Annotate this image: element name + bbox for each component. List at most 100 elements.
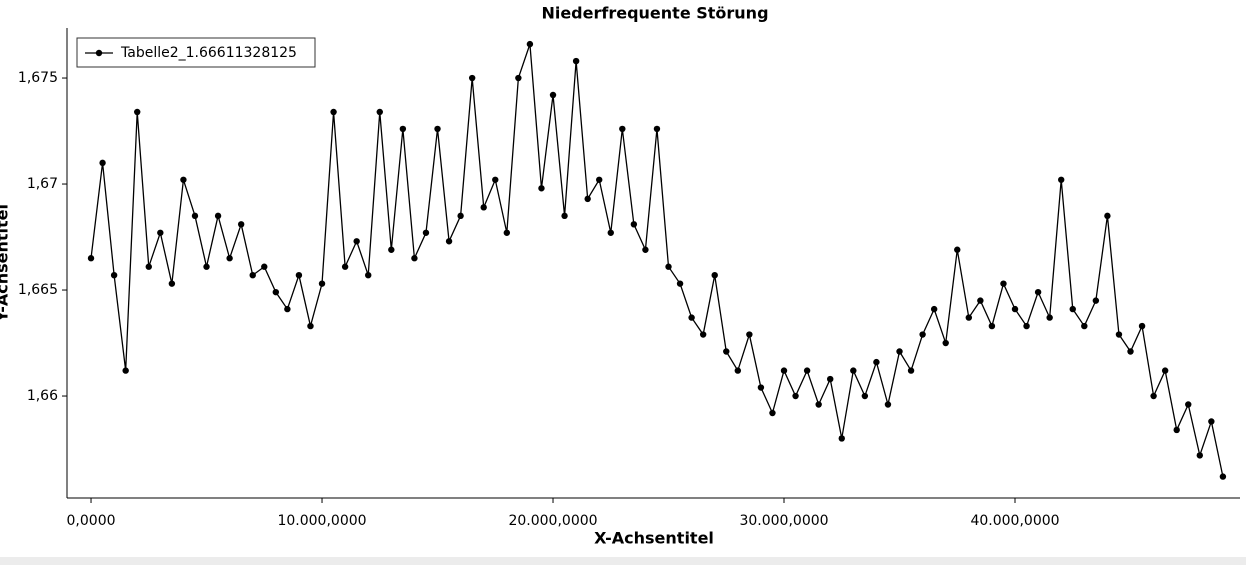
data-point (630, 221, 638, 228)
x-tick-label: 20.000,0000 (508, 513, 597, 529)
data-point (261, 263, 268, 270)
data-point (1161, 367, 1169, 374)
data-point (445, 238, 453, 245)
data-point (699, 331, 707, 338)
data-point (422, 229, 430, 236)
data-point (168, 280, 176, 287)
data-point (1173, 426, 1180, 434)
chart-title: Niederfrequente Störung (541, 4, 768, 23)
data-point (191, 212, 199, 220)
data-point (815, 401, 822, 408)
data-point (134, 108, 141, 116)
data-point (1058, 176, 1065, 183)
data-point (1219, 473, 1227, 480)
data-point (688, 314, 695, 321)
data-point (295, 271, 303, 279)
data-point (1081, 322, 1088, 330)
data-point (838, 435, 845, 442)
data-point (434, 125, 441, 133)
data-point (226, 255, 233, 262)
data-point (930, 305, 938, 313)
y-axis-title: Y-Achsentitel (0, 204, 12, 323)
data-point (145, 263, 152, 270)
data-point (492, 176, 499, 183)
data-point (1069, 305, 1076, 313)
data-point (1046, 314, 1053, 321)
data-point (214, 212, 222, 220)
data-point (330, 108, 337, 116)
data-point (110, 271, 118, 279)
data-point (538, 185, 545, 192)
data-point (388, 246, 395, 253)
legend-label: Tabelle2_1.66611328125 (120, 45, 297, 61)
data-point (607, 229, 614, 236)
data-point (665, 263, 672, 270)
data-point (1138, 322, 1146, 330)
y-tick-label: 1,66 (27, 388, 58, 404)
y-tick-label: 1,67 (27, 176, 58, 192)
data-point (480, 204, 487, 211)
data-point (249, 271, 256, 279)
data-point (1127, 348, 1134, 355)
data-point (988, 322, 996, 330)
data-point (318, 280, 326, 287)
data-point (676, 280, 684, 287)
data-point (1023, 322, 1030, 330)
data-point (1196, 452, 1204, 459)
data-point (365, 271, 372, 279)
data-point (457, 212, 464, 220)
data-point (284, 305, 291, 313)
data-point (411, 255, 418, 262)
data-point (965, 314, 973, 321)
data-point (919, 331, 926, 338)
x-tick-label: 40.000,0000 (970, 513, 1059, 529)
x-tick-label: 0,0000 (67, 513, 116, 529)
data-point (1185, 401, 1192, 408)
data-point (1115, 331, 1123, 338)
data-point (861, 392, 869, 400)
x-axis-title: X-Achsentitel (594, 529, 714, 548)
legend-marker (95, 49, 103, 57)
data-point (757, 384, 765, 391)
data-point (561, 212, 568, 220)
data-point (584, 195, 591, 203)
data-point (653, 125, 661, 133)
x-tick-label: 10.000,0000 (277, 513, 366, 529)
data-point (907, 367, 915, 374)
legend-box (76, 37, 316, 68)
data-point (711, 271, 718, 279)
data-point (1092, 297, 1100, 304)
data-point (376, 108, 383, 116)
data-point (769, 409, 776, 417)
data-point (850, 367, 857, 374)
data-point (792, 392, 799, 400)
y-tick-label: 1,665 (18, 282, 58, 298)
data-point (180, 176, 187, 183)
y-tick-label: 1,675 (18, 70, 58, 86)
data-point (734, 367, 742, 374)
data-point (307, 322, 314, 330)
data-point (526, 40, 534, 48)
data-point (237, 221, 245, 228)
data-point (353, 238, 360, 245)
data-point (572, 57, 580, 65)
data-point (723, 348, 730, 355)
status-strip (0, 557, 1246, 565)
data-point (1104, 212, 1111, 220)
series-line (90, 43, 1224, 477)
data-point (157, 229, 164, 236)
data-point (596, 176, 603, 183)
data-point (503, 229, 511, 236)
data-point (1150, 392, 1157, 400)
x-tick-label: 30.000,0000 (739, 513, 828, 529)
data-point (746, 331, 753, 338)
data-point (87, 255, 95, 262)
data-point (873, 358, 880, 366)
data-point (1034, 288, 1042, 296)
data-point (1208, 418, 1215, 425)
data-point (803, 367, 811, 374)
data-point (272, 288, 280, 296)
data-point (780, 367, 788, 374)
data-point (942, 339, 949, 347)
